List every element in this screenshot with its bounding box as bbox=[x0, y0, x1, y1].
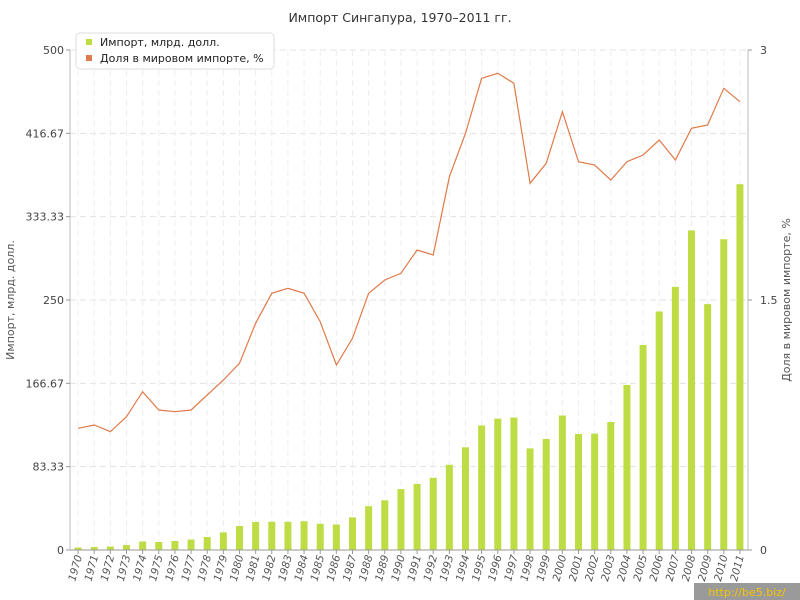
bar-1993 bbox=[445, 464, 453, 550]
watermark-background bbox=[694, 583, 800, 600]
bar-2001 bbox=[575, 434, 582, 550]
bar-2005 bbox=[639, 345, 647, 550]
bar-1972 bbox=[106, 546, 114, 550]
y-tick-label: 0 bbox=[57, 544, 64, 557]
bar-1988 bbox=[365, 506, 373, 550]
y-tick-label: 416.67 bbox=[26, 127, 65, 140]
bar-1983 bbox=[284, 521, 292, 550]
bar-1976 bbox=[171, 541, 179, 550]
y-axis-right-ticks: 01.53 bbox=[748, 44, 778, 557]
bar-2006 bbox=[655, 311, 663, 550]
bar-1974 bbox=[139, 541, 147, 550]
legend-label-share: Доля в мировом импорте, % bbox=[100, 52, 264, 65]
bar-1986 bbox=[332, 524, 340, 550]
bar-1980 bbox=[236, 526, 243, 550]
y-tick-label: 166.67 bbox=[26, 377, 65, 390]
bar-2011 bbox=[736, 184, 744, 550]
bar-1998 bbox=[526, 448, 534, 550]
bar-1985 bbox=[316, 523, 324, 550]
y-tick-label: 333.33 bbox=[26, 211, 65, 224]
legend-box bbox=[75, 32, 275, 70]
y-axis-right-title: Доля в мировом импорте, % bbox=[780, 218, 793, 382]
bar-2009 bbox=[704, 304, 712, 550]
share-line bbox=[77, 72, 741, 433]
bar-1984 bbox=[300, 521, 308, 550]
y-tick-label: 83.33 bbox=[33, 461, 65, 474]
y-tick-label: 250 bbox=[43, 294, 64, 307]
y2-tick-label: 1.5 bbox=[760, 294, 778, 307]
bar-1996 bbox=[494, 418, 502, 550]
watermark-text: http://be5.biz/ bbox=[708, 586, 786, 599]
x-tick-label: 2011 bbox=[728, 554, 747, 583]
legend-label-imports: Импорт, млрд. долл. bbox=[100, 36, 220, 49]
grid bbox=[70, 49, 748, 551]
bar-1982 bbox=[268, 521, 276, 550]
bar-2008 bbox=[688, 230, 695, 550]
bar-2004 bbox=[623, 385, 631, 550]
bar-1997 bbox=[510, 417, 518, 550]
bar-1981 bbox=[252, 522, 260, 550]
bar-1970 bbox=[74, 547, 82, 550]
bar-2002 bbox=[591, 433, 599, 550]
chart-title: Импорт Сингапура, 1970–2011 гг. bbox=[288, 10, 511, 25]
bar-1994 bbox=[462, 447, 469, 550]
bar-1975 bbox=[155, 542, 163, 550]
legend-swatch-share bbox=[86, 55, 92, 61]
bar-1977 bbox=[187, 539, 195, 550]
y-axis-left-title: Импорт, млрд. долл. bbox=[4, 240, 17, 360]
watermark: http://be5.biz/ bbox=[694, 583, 800, 600]
y-tick-label: 500 bbox=[43, 44, 64, 57]
x-axis-ticks: 1970197119721973197419751976197719781979… bbox=[66, 550, 747, 583]
y2-tick-label: 0 bbox=[760, 544, 767, 557]
bar-1971 bbox=[90, 547, 98, 550]
bar-1999 bbox=[542, 438, 550, 550]
y-axis-left-ticks: 0 83.33 166.67 250 333.33 416.67 500 bbox=[26, 44, 70, 557]
bar-1995 bbox=[478, 425, 486, 550]
bar-1973 bbox=[123, 545, 130, 550]
legend: Импорт, млрд. долл. Доля в мировом импор… bbox=[75, 32, 275, 70]
bar-1991 bbox=[413, 483, 421, 550]
bar-2003 bbox=[607, 422, 615, 550]
bar-1989 bbox=[381, 500, 389, 550]
bar-1992 bbox=[429, 477, 437, 550]
bar-2007 bbox=[671, 286, 679, 550]
bar-1990 bbox=[397, 489, 405, 550]
bar-2010 bbox=[720, 239, 728, 550]
legend-swatch-imports bbox=[86, 39, 92, 45]
y2-tick-label: 3 bbox=[760, 44, 767, 57]
bar-1987 bbox=[349, 517, 356, 550]
bar-1979 bbox=[219, 532, 227, 550]
bar-1978 bbox=[203, 537, 211, 550]
bars bbox=[74, 184, 744, 550]
bar-2000 bbox=[558, 415, 566, 550]
